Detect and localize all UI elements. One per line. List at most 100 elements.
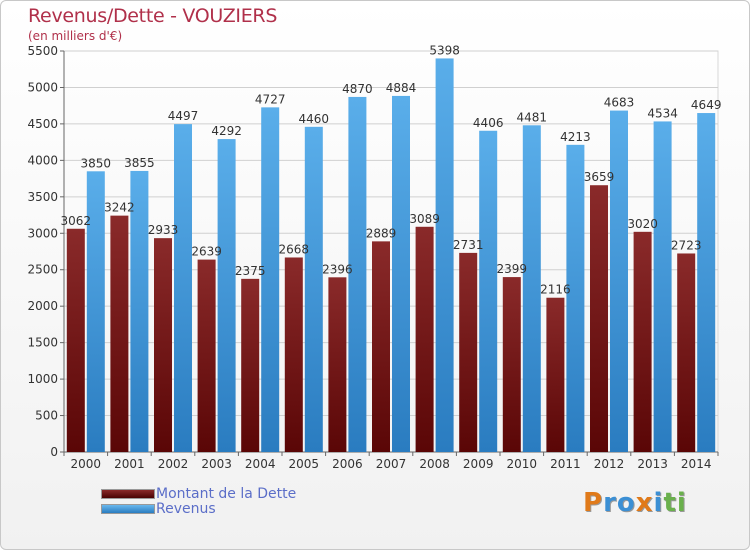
data-label-dette: 2396 (322, 262, 353, 276)
y-tick-label: 2500 (27, 263, 58, 277)
bar-revenus (348, 96, 367, 452)
data-label-dette: 2639 (191, 245, 222, 259)
axis-layer: 0 500 1000 1500 2000 2500 3000 3500 4000 4500 5000… (27, 44, 719, 471)
y-tick-label: 1500 (27, 336, 58, 350)
legend-label-revenus: Revenus (156, 501, 216, 517)
label-layer: 3062 3850 3242 3855 2933 4497 2639 4292 2375 4727… (61, 43, 722, 296)
logo-letter: i (676, 488, 687, 518)
bar-dette (197, 259, 216, 452)
y-tick-label: 2000 (27, 299, 58, 313)
data-label-dette: 2375 (235, 264, 266, 278)
bar-dette (328, 277, 347, 452)
x-tick-label: 2006 (332, 457, 363, 471)
data-label-revenus: 4481 (517, 110, 548, 124)
data-label-revenus: 4683 (604, 96, 635, 110)
data-label-dette: 2668 (279, 242, 310, 256)
bar-revenus (653, 121, 672, 453)
data-label-revenus: 4727 (255, 92, 286, 106)
y-tick-label: 0 (50, 445, 58, 459)
x-tick-label: 2007 (376, 457, 407, 471)
bar-dette (110, 215, 129, 452)
data-label-dette: 2399 (497, 262, 528, 276)
bar-revenus (130, 170, 149, 452)
x-tick-label: 2002 (158, 457, 189, 471)
bar-dette (66, 228, 85, 452)
y-tick-label: 3000 (27, 226, 58, 240)
x-tick-label: 2008 (419, 457, 450, 471)
logo-letter: o (616, 488, 636, 518)
x-tick-label: 2004 (245, 457, 276, 471)
y-tick-label: 3500 (27, 190, 58, 204)
bar-dette (459, 252, 478, 452)
data-label-revenus: 4497 (168, 109, 199, 123)
y-tick-label: 5000 (27, 80, 58, 94)
data-label-dette: 3242 (104, 201, 135, 215)
data-label-dette: 3020 (627, 217, 658, 231)
bar-revenus (435, 58, 454, 452)
logo-letter: r (603, 488, 617, 518)
x-tick-label: 2010 (507, 457, 538, 471)
bar-dette (502, 277, 521, 452)
bar-revenus (304, 126, 323, 453)
data-label-revenus: 3850 (81, 156, 112, 170)
data-label-dette: 3659 (584, 170, 615, 184)
x-tick-label: 2013 (637, 457, 668, 471)
bar-revenus (392, 95, 410, 453)
y-tick-label: 1000 (27, 372, 58, 386)
x-tick-label: 2012 (594, 457, 625, 471)
data-label-revenus: 4292 (211, 124, 242, 138)
x-tick-label: 2014 (681, 457, 712, 471)
logo-letter: P (583, 488, 604, 518)
data-label-revenus: 4649 (691, 98, 722, 112)
logo-letter: x (635, 488, 654, 518)
y-tick-label: 5500 (27, 44, 58, 58)
y-tick-label: 4500 (27, 117, 58, 131)
bar-dette (590, 185, 608, 452)
x-tick-label: 2011 (550, 457, 581, 471)
bar-dette (546, 297, 565, 452)
data-label-revenus: 5398 (429, 43, 460, 57)
legend-swatch-revenus (101, 504, 155, 514)
data-label-dette: 2116 (540, 283, 571, 297)
logo-letter: i (653, 488, 664, 518)
bar-dette (284, 257, 303, 452)
data-label-revenus: 4884 (386, 81, 417, 95)
y-tick-label: 500 (35, 409, 58, 423)
bar-layer (66, 58, 716, 453)
proxiti-logo: Proxiti (583, 488, 687, 518)
data-label-revenus: 4534 (647, 106, 678, 120)
legend-label-dette: Montant de la Dette (156, 486, 297, 502)
chart-title: Revenus/Dette - VOUZIERS (28, 5, 278, 27)
data-label-revenus: 4870 (342, 82, 373, 96)
x-tick-label: 2003 (201, 457, 232, 471)
bar-revenus (479, 130, 498, 452)
bar-revenus (697, 113, 716, 452)
bar-revenus (217, 139, 236, 452)
data-label-revenus: 3855 (124, 156, 155, 170)
bar-dette (677, 253, 696, 452)
bar-dette (241, 278, 260, 452)
bar-revenus (566, 144, 585, 453)
y-tick-label: 4000 (27, 153, 58, 167)
bar-dette (415, 226, 434, 452)
data-label-revenus: 4460 (299, 112, 330, 126)
data-label-dette: 2723 (671, 238, 702, 252)
x-tick-label: 2001 (114, 457, 145, 471)
bar-revenus (86, 171, 105, 453)
x-tick-label: 2005 (289, 457, 320, 471)
legend-swatch-dette (101, 489, 155, 499)
chart-subtitle: (en milliers d'€) (28, 29, 123, 43)
data-label-dette: 3089 (409, 212, 440, 226)
data-label-dette: 2731 (453, 238, 484, 252)
bar-revenus (174, 124, 192, 453)
x-tick-label: 2000 (71, 457, 102, 471)
data-label-dette: 2933 (148, 223, 179, 237)
data-label-revenus: 4213 (560, 130, 591, 144)
bar-dette (372, 241, 390, 452)
bar-dette (154, 238, 172, 452)
data-label-dette: 3062 (61, 214, 92, 228)
bar-dette (633, 231, 652, 452)
bar-revenus (522, 125, 541, 452)
